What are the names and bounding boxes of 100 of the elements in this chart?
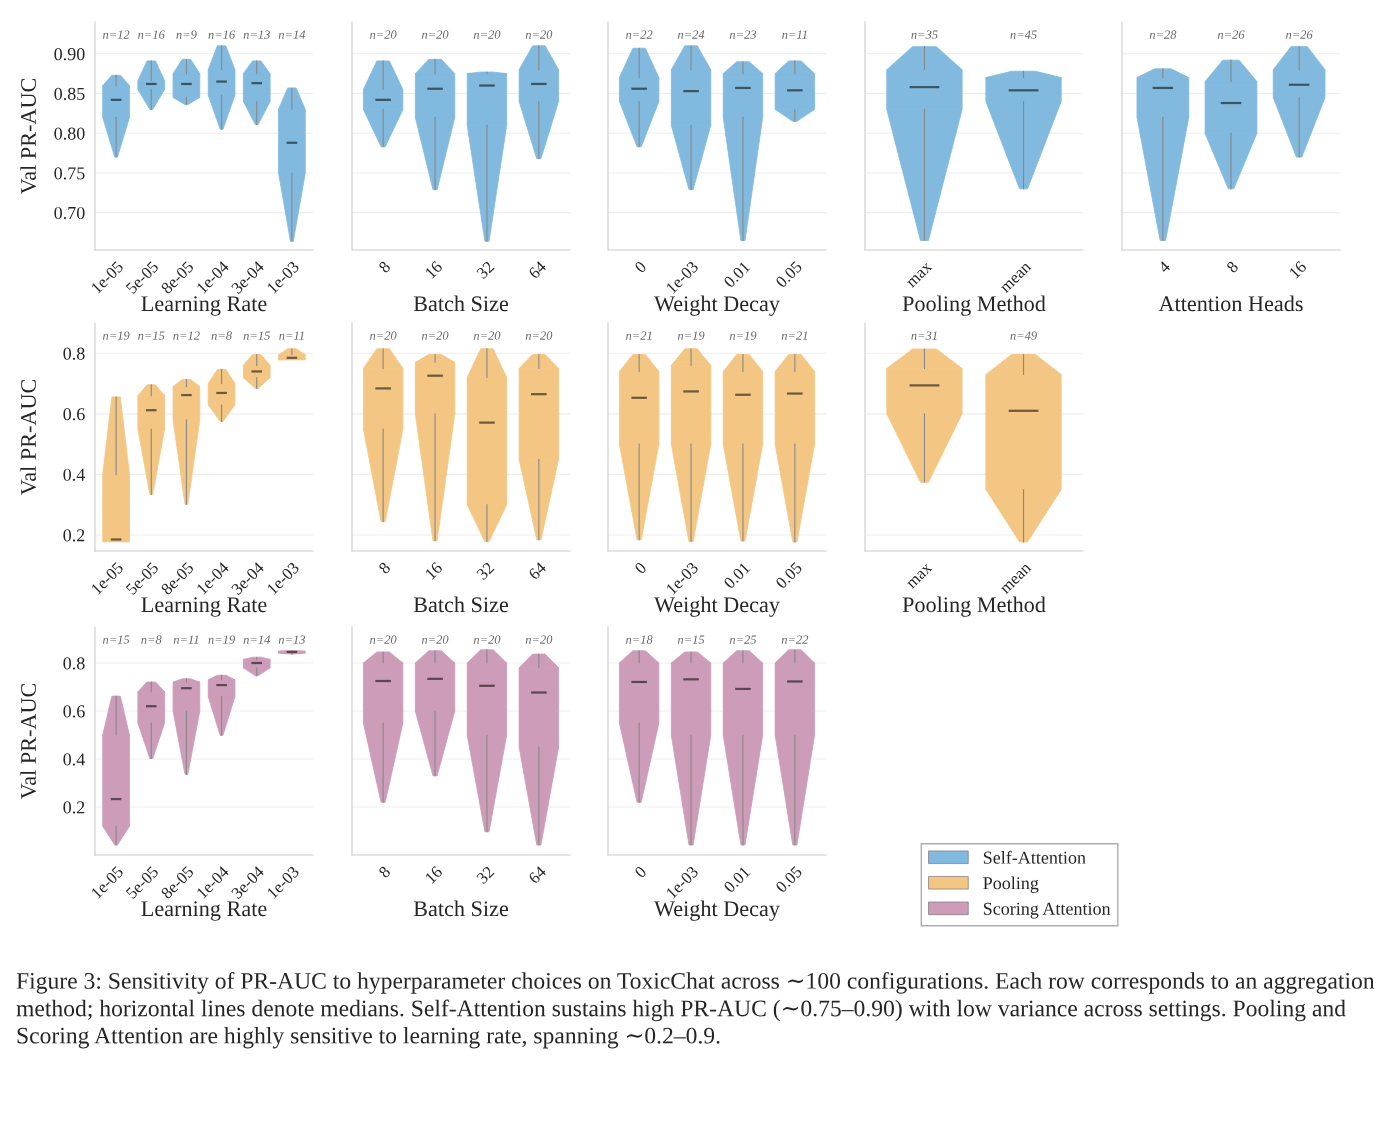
- annotation: n=11: [782, 30, 807, 39]
- annotation: n=14: [278, 30, 306, 39]
- annotation: n=8: [141, 635, 162, 644]
- annotation: n=21: [626, 331, 652, 340]
- annotation: n=19: [729, 331, 757, 340]
- x-axis-title: Learning Rate: [141, 597, 267, 617]
- annotation: n=13: [243, 30, 270, 39]
- annotation: n=28: [1149, 30, 1177, 39]
- annotation: n=20: [473, 331, 501, 340]
- x-tick-label: 32: [476, 561, 495, 581]
- annotation: n=20: [525, 30, 553, 39]
- y-tick-label: 0.70: [54, 206, 85, 220]
- legend-label: Scoring Attention: [983, 902, 1111, 919]
- annotation: n=22: [626, 30, 653, 39]
- annotation: n=19: [677, 331, 705, 340]
- annotation: n=26: [1285, 30, 1313, 39]
- annotation: n=35: [911, 30, 938, 39]
- y-tick-label: 0.90: [54, 48, 85, 61]
- y-axis-title: Val PR-AUC: [20, 379, 37, 496]
- y-tick-label: 0.2: [63, 801, 85, 814]
- annotation: n=13: [278, 635, 306, 644]
- x-tick-label: 8: [378, 865, 391, 879]
- y-axis-title: Val PR-AUC: [20, 78, 37, 195]
- x-tick-label: 16: [424, 865, 443, 884]
- x-axis-title: Pooling Method: [902, 596, 1046, 617]
- x-tick-label: 32: [476, 260, 495, 280]
- annotation: n=12: [102, 30, 130, 39]
- x-tick-label: 8: [378, 260, 391, 274]
- annotation: n=19: [102, 331, 130, 340]
- annotation: n=24: [677, 30, 705, 39]
- y-axis-title: Val PR-AUC: [20, 683, 37, 800]
- x-tick-label: 64: [527, 561, 547, 581]
- x-tick-label: max: [907, 563, 933, 590]
- annotation: n=15: [102, 635, 130, 644]
- annotation: n=20: [370, 331, 397, 340]
- annotation: n=20: [473, 30, 501, 39]
- x-tick-label: 0: [634, 260, 647, 274]
- x-tick-label: max: [907, 262, 933, 289]
- x-axis-title: Batch Size: [413, 596, 509, 613]
- legend-label: Pooling: [983, 876, 1039, 893]
- annotation: n=11: [173, 635, 199, 644]
- x-tick-label: 16: [1288, 260, 1308, 279]
- annotation: n=49: [1010, 331, 1037, 340]
- x-axis-title: Weight Decay: [654, 900, 780, 921]
- annotation: n=25: [729, 635, 757, 644]
- x-axis-title: Weight Decay: [654, 596, 780, 617]
- annotation: n=20: [525, 635, 553, 644]
- x-tick-label: 8: [1225, 260, 1239, 274]
- x-axis-title: Batch Size: [413, 295, 509, 312]
- annotation: n=45: [1010, 30, 1037, 39]
- x-tick-label: 0: [634, 865, 647, 879]
- y-tick-label: 0.75: [54, 167, 85, 180]
- x-tick-label: 0.01: [723, 561, 751, 590]
- annotation: n=22: [781, 635, 809, 644]
- annotation: n=15: [138, 331, 165, 340]
- x-tick-label: 16: [424, 260, 443, 279]
- annotation: n=20: [421, 30, 449, 39]
- annotation: n=20: [421, 635, 449, 644]
- y-tick-label: 0.80: [54, 127, 85, 140]
- annotation: n=16: [208, 30, 236, 39]
- x-tick-label: 0.05: [775, 561, 803, 590]
- annotation: n=20: [473, 635, 501, 644]
- caption: Figure 3: Sensitivity of PR-AUC to hyperparameter choices on ToxicChat across ∼100 configurations. Each row corresponds to an aggregation method; horizontal lines denote medians. Self-Attention sustains high PR-AUC (∼0.75–0.90) with low variance across settings. Pooling and Scoring Attention are highly sensitive to learning rate, spanning ∼0.2–0.9.: [16, 972, 1375, 1049]
- annotation: n=9: [176, 30, 197, 39]
- annotation: n=21: [781, 331, 808, 340]
- x-tick-label: 16: [424, 561, 443, 580]
- y-tick-label: 0.8: [63, 347, 85, 360]
- annotation: n=11: [279, 331, 304, 340]
- annotation: n=20: [421, 331, 449, 340]
- x-axis-title: Attention Heads: [1158, 295, 1303, 312]
- annotation: n=15: [243, 331, 270, 340]
- x-tick-label: 0: [634, 561, 647, 575]
- y-tick-label: 0.6: [63, 408, 85, 421]
- y-tick-label: 0.6: [63, 705, 85, 718]
- annotation: n=20: [370, 30, 397, 39]
- x-tick-label: 8: [378, 561, 391, 575]
- annotation: n=26: [1217, 30, 1245, 39]
- x-tick-label: 0.05: [775, 865, 803, 894]
- y-tick-label: 0.85: [54, 87, 85, 101]
- x-tick-label: 32: [476, 865, 495, 885]
- x-tick-label: 0.05: [775, 260, 803, 289]
- y-tick-label: 0.2: [63, 529, 85, 542]
- x-axis-title: Weight Decay: [654, 295, 780, 316]
- x-axis-title: Learning Rate: [141, 901, 267, 921]
- annotation: n=19: [208, 635, 235, 644]
- annotation: n=20: [525, 331, 553, 340]
- x-tick-label: 4: [1157, 260, 1171, 274]
- y-tick-label: 0.4: [63, 753, 85, 766]
- x-axis-title: Batch Size: [413, 900, 509, 917]
- x-tick-label: 64: [527, 865, 547, 885]
- annotation: n=12: [173, 331, 200, 340]
- annotation: n=16: [138, 30, 165, 39]
- x-axis-title: Pooling Method: [902, 295, 1046, 316]
- x-tick-label: 0.01: [723, 865, 751, 894]
- annotation: n=15: [677, 635, 705, 644]
- x-tick-label: 64: [527, 260, 547, 280]
- x-tick-label: 0.01: [723, 260, 751, 289]
- annotation: n=23: [729, 30, 757, 39]
- annotation: n=8: [211, 331, 232, 340]
- annotation: n=20: [370, 635, 397, 644]
